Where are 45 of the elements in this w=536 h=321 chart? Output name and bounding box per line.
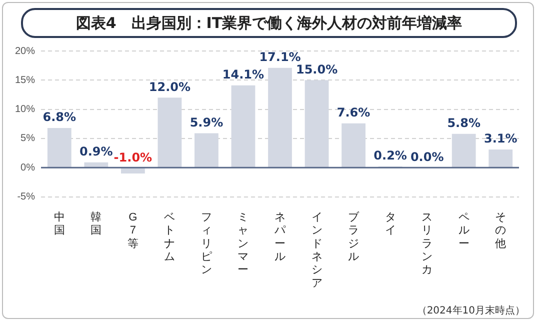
x-tick-label: G7等 (127, 211, 138, 250)
x-tick-label: その他 (495, 211, 506, 250)
x-tick-label: インドネシア (311, 211, 322, 290)
y-tick-label: 10% (15, 104, 36, 116)
bar (120, 168, 145, 174)
bar (342, 123, 366, 168)
x-tick-label: ペルー (458, 211, 470, 250)
x-tick-label: フィリピン (200, 211, 212, 276)
data-label: 0.2% (374, 148, 407, 163)
data-label: 0.0% (410, 150, 444, 164)
data-label: 15.0% (296, 62, 338, 76)
data-label: 14.1% (222, 68, 264, 82)
y-tick-label: 15% (15, 74, 36, 86)
chart-title: 図表4 出身国別：IT業界で働く海外人材の対前年増減率 (21, 8, 517, 38)
bar (452, 134, 476, 168)
x-tick-label: ベトナム (164, 211, 176, 264)
data-label: 0.9% (80, 144, 113, 159)
y-tick-label: 5% (20, 133, 36, 144)
x-tick-label: スリランカ (422, 211, 433, 276)
data-label: 7.6% (336, 105, 370, 120)
bar (231, 85, 256, 168)
bar (268, 68, 292, 168)
bar (84, 162, 108, 168)
x-tick-label: 中国 (54, 210, 65, 237)
y-tick-label: -5% (17, 192, 36, 203)
x-tick-label: 韓国 (90, 210, 102, 237)
x-tick-label: ネパール (274, 211, 287, 264)
bar (47, 128, 72, 168)
bar (488, 150, 513, 168)
data-label: 6.8% (42, 110, 76, 124)
bar (194, 133, 218, 168)
y-tick-label: 20% (15, 46, 36, 57)
y-tick-label: 0% (20, 162, 36, 174)
data-label: -1.0% (114, 150, 152, 164)
data-label: 3.1% (484, 132, 518, 146)
data-label: 12.0% (148, 80, 191, 94)
bar (304, 80, 329, 168)
x-tick-label: ブラジル (348, 210, 360, 264)
data-label: 17.1% (259, 50, 301, 64)
text: （2024年10月末時点） (416, 304, 525, 317)
data-label: 5.9% (190, 115, 224, 130)
data-label: 5.8% (447, 116, 480, 130)
bar (158, 98, 182, 168)
x-tick-label: ミャンマー (238, 211, 249, 276)
x-tick-label: タイ (384, 211, 396, 237)
